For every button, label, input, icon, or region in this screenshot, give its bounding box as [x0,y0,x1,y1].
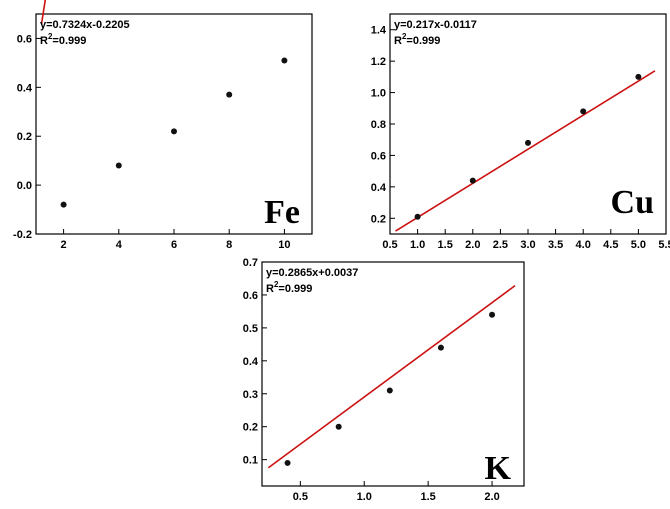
y-tick-label: 1.0 [371,88,386,100]
data-point [171,128,177,135]
y-tick-label: 0.4 [243,356,259,368]
fit-equation: y=0.217x-0.0117 [394,19,477,31]
cu-panel: 0.5 1.0 1.5 2.0 2.5 3.0 3.5 4.0 4.5 5.0 5.5 0.2 0.4 0… [371,13,670,251]
data-point [115,162,122,169]
data-point [284,459,291,466]
x-tick-label: 1.0 [410,239,425,251]
k-panel: 0.5 1.0 1.5 2.0 0.1 0.2 0.3 0.4 0.5 0.6 0.7 y=0.286… [243,257,525,503]
y-tick-label: 0.2 [243,422,258,434]
fit-equation: y=0.2865x+0.0037 [266,267,358,279]
y-tick-label: 0.1 [243,455,258,467]
y-tick-label: 0.0 [17,180,32,192]
fit-equation: y=0.7324x-0.2205 [40,19,130,31]
x-tick-label: 3.5 [548,239,563,251]
x-tick-label: 4.0 [576,239,591,251]
x-tick-label: 1.0 [357,491,372,503]
data-point [525,139,531,146]
r-squared: R2=0.999 [40,32,86,47]
x-tick-label: 10 [278,239,290,251]
y-tick-label: 0.6 [371,150,386,162]
x-tick-label: 1.5 [438,239,453,251]
y-tick-label: 0.7 [243,257,258,269]
data-point [386,387,393,394]
data-point [60,201,67,208]
x-tick-label: 5.0 [631,239,646,251]
element-label: Fe [264,194,300,231]
fit-line [395,70,656,232]
x-tick-label: 6 [171,239,177,251]
data-point [414,213,421,220]
x-tick-label: 5.5 [658,239,670,251]
y-tick-label: 1.4 [371,25,387,37]
r-squared: R2=0.999 [266,280,312,295]
y-tick-label: 0.6 [243,290,258,302]
x-tick-label: 2.5 [493,239,508,251]
x-tick-label: 4 [116,239,123,251]
y-tick-label: 1.2 [371,56,386,68]
plot-frame [261,261,525,487]
element-label: K [485,450,512,487]
x-tick-label: 3.0 [520,239,535,251]
y-tick-label: 0.2 [17,131,32,143]
y-tick-label: 0.8 [371,119,386,131]
x-tick-label: 4.5 [603,239,618,251]
y-tick-label: 0.4 [17,82,33,94]
data-point [489,311,496,318]
fe-panel: 2 4 6 8 10 -0.2 0.0 0.2 0.4 0.6 y=0.7324x-0.2205R2… [13,0,313,251]
y-tick-label: 0.3 [243,389,258,401]
x-tick-label: 2 [61,239,67,251]
x-tick-label: 1.5 [420,491,435,503]
y-tick-label: -0.2 [13,229,32,241]
x-tick-label: 0.5 [293,491,308,503]
y-tick-label: 0.6 [17,33,32,45]
fit-line [267,284,516,469]
y-tick-label: 0.5 [243,323,258,335]
data-point [635,73,642,80]
data-point [580,108,587,115]
element-label: Cu [611,184,654,221]
data-point [226,91,233,98]
y-tick-label: 0.2 [371,213,386,225]
x-tick-label: 2.0 [484,491,499,503]
r-squared: R2=0.999 [394,32,440,47]
x-tick-label: 8 [226,239,232,251]
data-point [437,344,444,351]
data-point [281,57,288,64]
x-tick-label: 0.5 [382,239,397,251]
data-point [469,177,476,184]
x-tick-label: 2.0 [465,239,480,251]
data-point [335,423,342,430]
y-tick-label: 0.4 [371,182,387,194]
